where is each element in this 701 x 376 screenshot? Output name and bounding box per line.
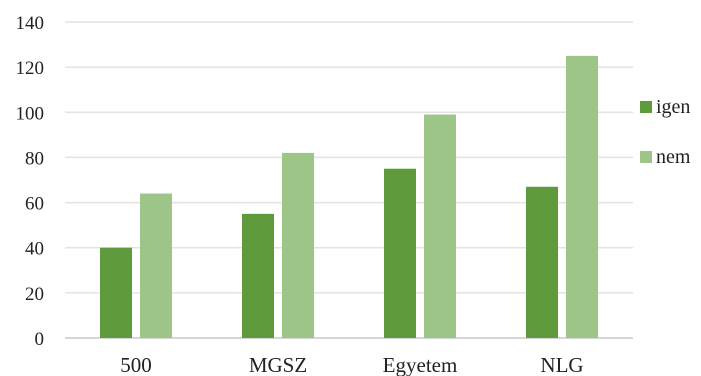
x-category-label: MGSZ — [249, 353, 307, 376]
bar-igen-egyetem — [384, 168, 416, 338]
legend-swatch-igen — [640, 101, 652, 113]
y-axis-tick-labels: 0 20 40 60 80 100 120 140 — [16, 13, 45, 350]
bar-igen-mgsz — [242, 213, 274, 338]
y-tick-label: 100 — [16, 103, 45, 124]
y-tick-label: 120 — [16, 58, 45, 79]
bar-series — [100, 55, 598, 339]
y-tick-label: 140 — [16, 13, 45, 34]
bar-nem-egyetem — [424, 114, 456, 339]
y-tick-label: 0 — [35, 329, 45, 350]
x-category-label: Egyetem — [383, 353, 458, 376]
bar-igen-nlg — [526, 186, 558, 338]
y-tick-label: 60 — [25, 194, 44, 215]
y-tick-label: 40 — [25, 239, 44, 260]
bar-nem-500 — [140, 193, 172, 338]
y-tick-label: 20 — [25, 284, 44, 305]
legend: igen nem — [640, 96, 691, 168]
legend-swatch-nem — [640, 151, 652, 163]
bar-nem-nlg — [566, 55, 598, 338]
y-tick-label: 80 — [25, 148, 44, 169]
x-axis-category-labels: 500 MGSZ Egyetem NLG — [120, 353, 583, 376]
x-category-label: 500 — [120, 353, 152, 376]
x-category-label: NLG — [540, 353, 583, 376]
legend-label-igen: igen — [656, 96, 690, 118]
bar-nem-mgsz — [282, 152, 314, 338]
legend-label-nem: nem — [656, 146, 691, 168]
bar-igen-500 — [100, 247, 132, 338]
